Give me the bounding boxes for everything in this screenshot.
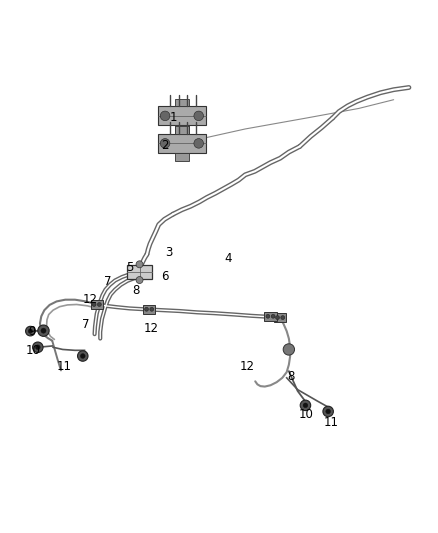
Text: 12: 12 [240, 360, 255, 374]
Circle shape [78, 351, 88, 361]
Circle shape [194, 111, 204, 120]
Circle shape [81, 354, 85, 358]
Text: 4: 4 [224, 252, 231, 265]
Circle shape [266, 314, 270, 318]
Circle shape [38, 325, 49, 336]
Polygon shape [175, 125, 189, 133]
Circle shape [92, 303, 96, 306]
Polygon shape [175, 99, 189, 106]
Circle shape [35, 345, 40, 350]
Circle shape [136, 261, 143, 268]
Text: 7: 7 [82, 318, 90, 331]
Circle shape [160, 139, 170, 148]
Circle shape [194, 139, 204, 148]
Circle shape [28, 329, 32, 333]
Text: 3: 3 [165, 246, 173, 259]
Text: 2: 2 [161, 140, 168, 152]
Circle shape [271, 314, 275, 318]
Text: 7: 7 [104, 275, 111, 288]
Bar [127, 265, 152, 279]
Circle shape [283, 344, 294, 355]
Circle shape [276, 316, 279, 319]
Circle shape [25, 326, 35, 336]
Text: 9: 9 [28, 326, 36, 338]
Circle shape [150, 308, 154, 311]
Text: 12: 12 [144, 322, 159, 335]
Text: 11: 11 [57, 360, 71, 374]
Text: 1: 1 [170, 111, 177, 124]
Bar [143, 305, 155, 313]
Text: 6: 6 [161, 270, 168, 283]
Circle shape [300, 400, 311, 410]
Bar [265, 312, 277, 321]
Polygon shape [175, 126, 189, 134]
Text: 5: 5 [126, 261, 133, 274]
Text: 11: 11 [324, 416, 339, 429]
Text: 10: 10 [26, 344, 41, 357]
Circle shape [281, 316, 285, 319]
Text: 12: 12 [83, 293, 98, 306]
Text: 8: 8 [132, 284, 140, 297]
Text: 8: 8 [287, 370, 295, 383]
Circle shape [145, 308, 148, 311]
Bar [274, 313, 286, 322]
Text: 10: 10 [299, 408, 314, 421]
Circle shape [97, 303, 101, 306]
Polygon shape [158, 134, 206, 153]
Polygon shape [158, 106, 206, 125]
Circle shape [41, 328, 46, 333]
Bar [91, 300, 103, 309]
Circle shape [160, 111, 170, 120]
Circle shape [303, 403, 308, 408]
Circle shape [323, 406, 333, 417]
Circle shape [326, 409, 331, 414]
Circle shape [136, 277, 143, 284]
Circle shape [32, 342, 43, 352]
Polygon shape [175, 153, 189, 160]
